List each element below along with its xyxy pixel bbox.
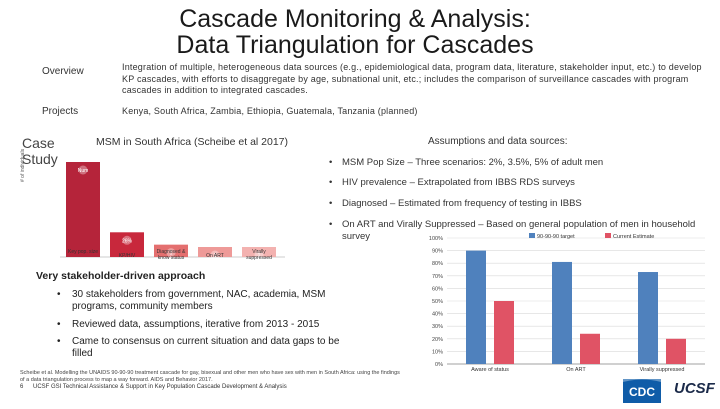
cascade-bar-marker xyxy=(210,250,220,260)
org-line: UCSF GSI Technical Assistance & Support … xyxy=(33,384,287,390)
chart-bar xyxy=(580,333,600,364)
chart-legend-swatch xyxy=(529,233,535,238)
chart-legend-swatch xyxy=(605,233,611,238)
case-study-chart-title: MSM in South Africa (Scheibe et al 2017) xyxy=(96,136,289,148)
footer-line: 6 UCSF GSI Technical Assistance & Suppor… xyxy=(20,384,287,390)
stakeholder-item: • 30 stakeholders from government, NAC, a… xyxy=(57,289,326,312)
cascade-bar xyxy=(198,247,232,257)
cascade-y-label: # of individuals xyxy=(20,148,26,182)
chart-bar xyxy=(494,301,514,364)
chart-y-tick: 20% xyxy=(432,337,443,343)
cascade-bar-marker xyxy=(254,250,264,260)
page-title: Cascade Monitoring & Analysis: Data Tria… xyxy=(120,6,590,58)
assumption-item: • On ART and Virally Suppressed – Based o… xyxy=(329,219,696,242)
chart-bar xyxy=(466,250,486,364)
case-study-label: Case Study xyxy=(22,135,58,167)
cascade-bar xyxy=(66,162,100,257)
cascade-cat-1: KP/HIV xyxy=(118,253,136,259)
stakeholder-item: • Reviewed data, assumptions, iterative f… xyxy=(57,319,320,330)
cascade-bar-marker xyxy=(166,248,176,258)
projects-label: Projects xyxy=(42,106,79,117)
citation-text: Scheibe et al. Modelling the UNAIDS 90-9… xyxy=(20,370,400,383)
chart-x-tick: Aware of status xyxy=(471,367,509,372)
cascade-bar xyxy=(110,232,144,257)
chart-y-tick: 100% xyxy=(429,236,443,242)
ucsf-logo: UCSF xyxy=(674,380,715,397)
chart-y-tick: 80% xyxy=(432,261,443,267)
cascade-bar-label: Num xyxy=(78,168,89,174)
cascade-chart: Num 26% 1 1 1 xyxy=(60,162,285,260)
chart-legend-label: Current Estimate xyxy=(613,234,654,240)
chart-y-tick: 60% xyxy=(432,286,443,292)
chart-y-tick: 40% xyxy=(432,312,443,318)
chart-legend-label: 90-90-90 target xyxy=(537,234,575,240)
chart-bar xyxy=(638,272,658,364)
stakeholder-item: • Came to consensus on current situation … xyxy=(57,336,340,359)
title-line-1: Cascade Monitoring & Analysis: xyxy=(179,5,531,33)
cascade-cat-3: On ART xyxy=(206,253,224,259)
page-number: 6 xyxy=(20,384,24,390)
cascade-bar xyxy=(242,247,276,257)
chart-y-tick: 0% xyxy=(435,362,443,368)
assumption-item: • HIV prevalence – Extrapolated from IBBS… xyxy=(329,177,575,188)
chart-y-tick: 50% xyxy=(432,299,443,305)
cascade-comparison-chart: 0% 10% 20% 30% 40% 50% 60% 70% 80% 90% 100% Aware o… xyxy=(429,233,705,372)
cascade-bar-label: 1 xyxy=(258,253,261,259)
projects-text: Kenya, South Africa, Zambia, Ethiopia, G… xyxy=(122,106,418,116)
chart-y-tick: 70% xyxy=(432,274,443,280)
cascade-bar-marker xyxy=(122,235,132,245)
cascade-cat-0: Key pop. size xyxy=(67,249,99,255)
cascade-bar-label: 1 xyxy=(170,251,173,257)
chart-y-tick: 10% xyxy=(432,349,443,355)
assumptions-title: Assumptions and data sources: xyxy=(428,136,568,147)
cdc-logo: CDC xyxy=(617,378,669,404)
title-line-2: Data Triangulation for Cascades xyxy=(176,31,534,59)
cascade-cat-2: Diagnosed & know status xyxy=(156,249,186,261)
chart-x-tick: Virally suppressed xyxy=(640,367,685,372)
chart-y-tick: 30% xyxy=(432,324,443,330)
assumption-item: • Diagnosed – Estimated from frequency of… xyxy=(329,198,582,209)
cascade-category-labels: Key pop. size KP/HIV Diagnosed & know st… xyxy=(40,249,290,269)
stakeholder-title: Very stakeholder-driven approach xyxy=(36,270,206,282)
cascade-bar-label: 1 xyxy=(214,253,217,259)
cascade-bar-label: 26% xyxy=(122,238,133,244)
cdc-logo-text: CDC xyxy=(629,385,655,399)
cascade-bar xyxy=(154,244,188,257)
chart-bar xyxy=(666,338,686,364)
cdc-logo-icon: CDC xyxy=(623,379,661,403)
assumption-item: • MSM Pop Size – Three scenarios: 2%, 3.5… xyxy=(329,157,604,168)
cascade-bar-marker xyxy=(78,165,88,175)
cascade-cat-4: Virally suppressed xyxy=(246,249,272,261)
chart-x-tick: On ART xyxy=(566,367,586,372)
overview-text: Integration of multiple, heterogeneous d… xyxy=(122,62,702,95)
chart-bar xyxy=(552,261,572,364)
chart-y-tick: 90% xyxy=(432,249,443,255)
overview-label: Overview xyxy=(42,66,84,77)
